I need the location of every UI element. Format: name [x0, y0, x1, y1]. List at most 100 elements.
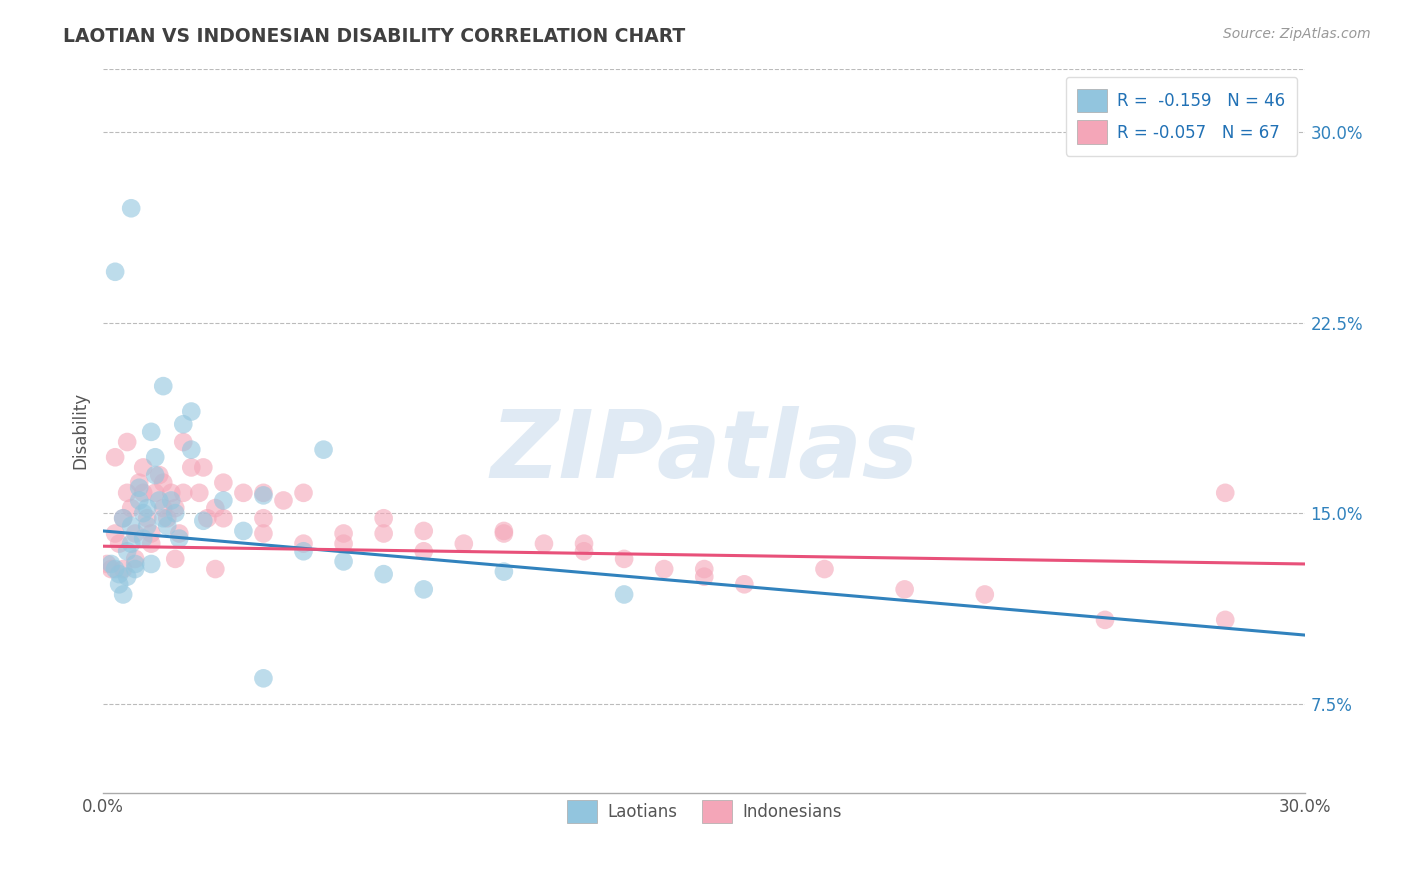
- Point: [124, 562, 146, 576]
- Point: [172, 417, 194, 432]
- Point: [141, 557, 163, 571]
- Point: [204, 562, 226, 576]
- Point: [252, 486, 274, 500]
- Point: [373, 526, 395, 541]
- Point: [100, 557, 122, 571]
- Point: [412, 582, 434, 597]
- Point: [160, 486, 183, 500]
- Point: [312, 442, 335, 457]
- Legend: Laotians, Indonesians: Laotians, Indonesians: [555, 789, 853, 835]
- Point: [120, 519, 142, 533]
- Point: [115, 486, 138, 500]
- Point: [104, 450, 127, 465]
- Point: [115, 544, 138, 558]
- Point: [165, 552, 187, 566]
- Point: [172, 435, 194, 450]
- Point: [152, 511, 174, 525]
- Point: [124, 552, 146, 566]
- Point: [492, 524, 515, 538]
- Point: [156, 519, 179, 533]
- Point: [1213, 613, 1236, 627]
- Text: Source: ZipAtlas.com: Source: ZipAtlas.com: [1223, 27, 1371, 41]
- Point: [132, 460, 155, 475]
- Point: [152, 379, 174, 393]
- Point: [132, 486, 155, 500]
- Point: [292, 486, 315, 500]
- Point: [165, 501, 187, 516]
- Point: [180, 404, 202, 418]
- Point: [533, 536, 555, 550]
- Point: [693, 562, 716, 576]
- Point: [693, 570, 716, 584]
- Point: [332, 536, 354, 550]
- Point: [136, 511, 159, 525]
- Point: [973, 587, 995, 601]
- Point: [180, 460, 202, 475]
- Point: [212, 511, 235, 525]
- Point: [572, 544, 595, 558]
- Point: [112, 587, 135, 601]
- Point: [115, 435, 138, 450]
- Point: [143, 486, 166, 500]
- Point: [613, 587, 636, 601]
- Point: [165, 506, 187, 520]
- Point: [136, 519, 159, 533]
- Point: [193, 460, 215, 475]
- Point: [136, 501, 159, 516]
- Point: [124, 526, 146, 541]
- Point: [412, 524, 434, 538]
- Point: [108, 567, 131, 582]
- Point: [108, 536, 131, 550]
- Point: [492, 565, 515, 579]
- Text: ZIPatlas: ZIPatlas: [491, 407, 918, 499]
- Point: [100, 562, 122, 576]
- Point: [141, 536, 163, 550]
- Point: [212, 493, 235, 508]
- Point: [124, 557, 146, 571]
- Point: [733, 577, 755, 591]
- Point: [104, 265, 127, 279]
- Point: [112, 511, 135, 525]
- Point: [412, 544, 434, 558]
- Point: [96, 557, 118, 571]
- Point: [169, 526, 191, 541]
- Point: [373, 511, 395, 525]
- Point: [252, 526, 274, 541]
- Point: [232, 486, 254, 500]
- Point: [572, 536, 595, 550]
- Point: [108, 577, 131, 591]
- Point: [152, 475, 174, 490]
- Point: [204, 501, 226, 516]
- Point: [232, 524, 254, 538]
- Point: [292, 544, 315, 558]
- Point: [195, 511, 218, 525]
- Point: [273, 493, 295, 508]
- Point: [120, 501, 142, 516]
- Point: [141, 425, 163, 439]
- Point: [212, 475, 235, 490]
- Point: [252, 488, 274, 502]
- Point: [141, 526, 163, 541]
- Point: [252, 511, 274, 525]
- Point: [128, 481, 150, 495]
- Point: [652, 562, 675, 576]
- Point: [193, 514, 215, 528]
- Point: [180, 442, 202, 457]
- Point: [332, 554, 354, 568]
- Point: [148, 493, 170, 508]
- Point: [613, 552, 636, 566]
- Point: [813, 562, 835, 576]
- Y-axis label: Disability: Disability: [72, 392, 89, 469]
- Point: [104, 562, 127, 576]
- Point: [172, 486, 194, 500]
- Point: [132, 532, 155, 546]
- Point: [169, 532, 191, 546]
- Point: [893, 582, 915, 597]
- Point: [160, 493, 183, 508]
- Point: [120, 536, 142, 550]
- Point: [453, 536, 475, 550]
- Point: [1213, 486, 1236, 500]
- Point: [492, 526, 515, 541]
- Point: [188, 486, 211, 500]
- Point: [128, 493, 150, 508]
